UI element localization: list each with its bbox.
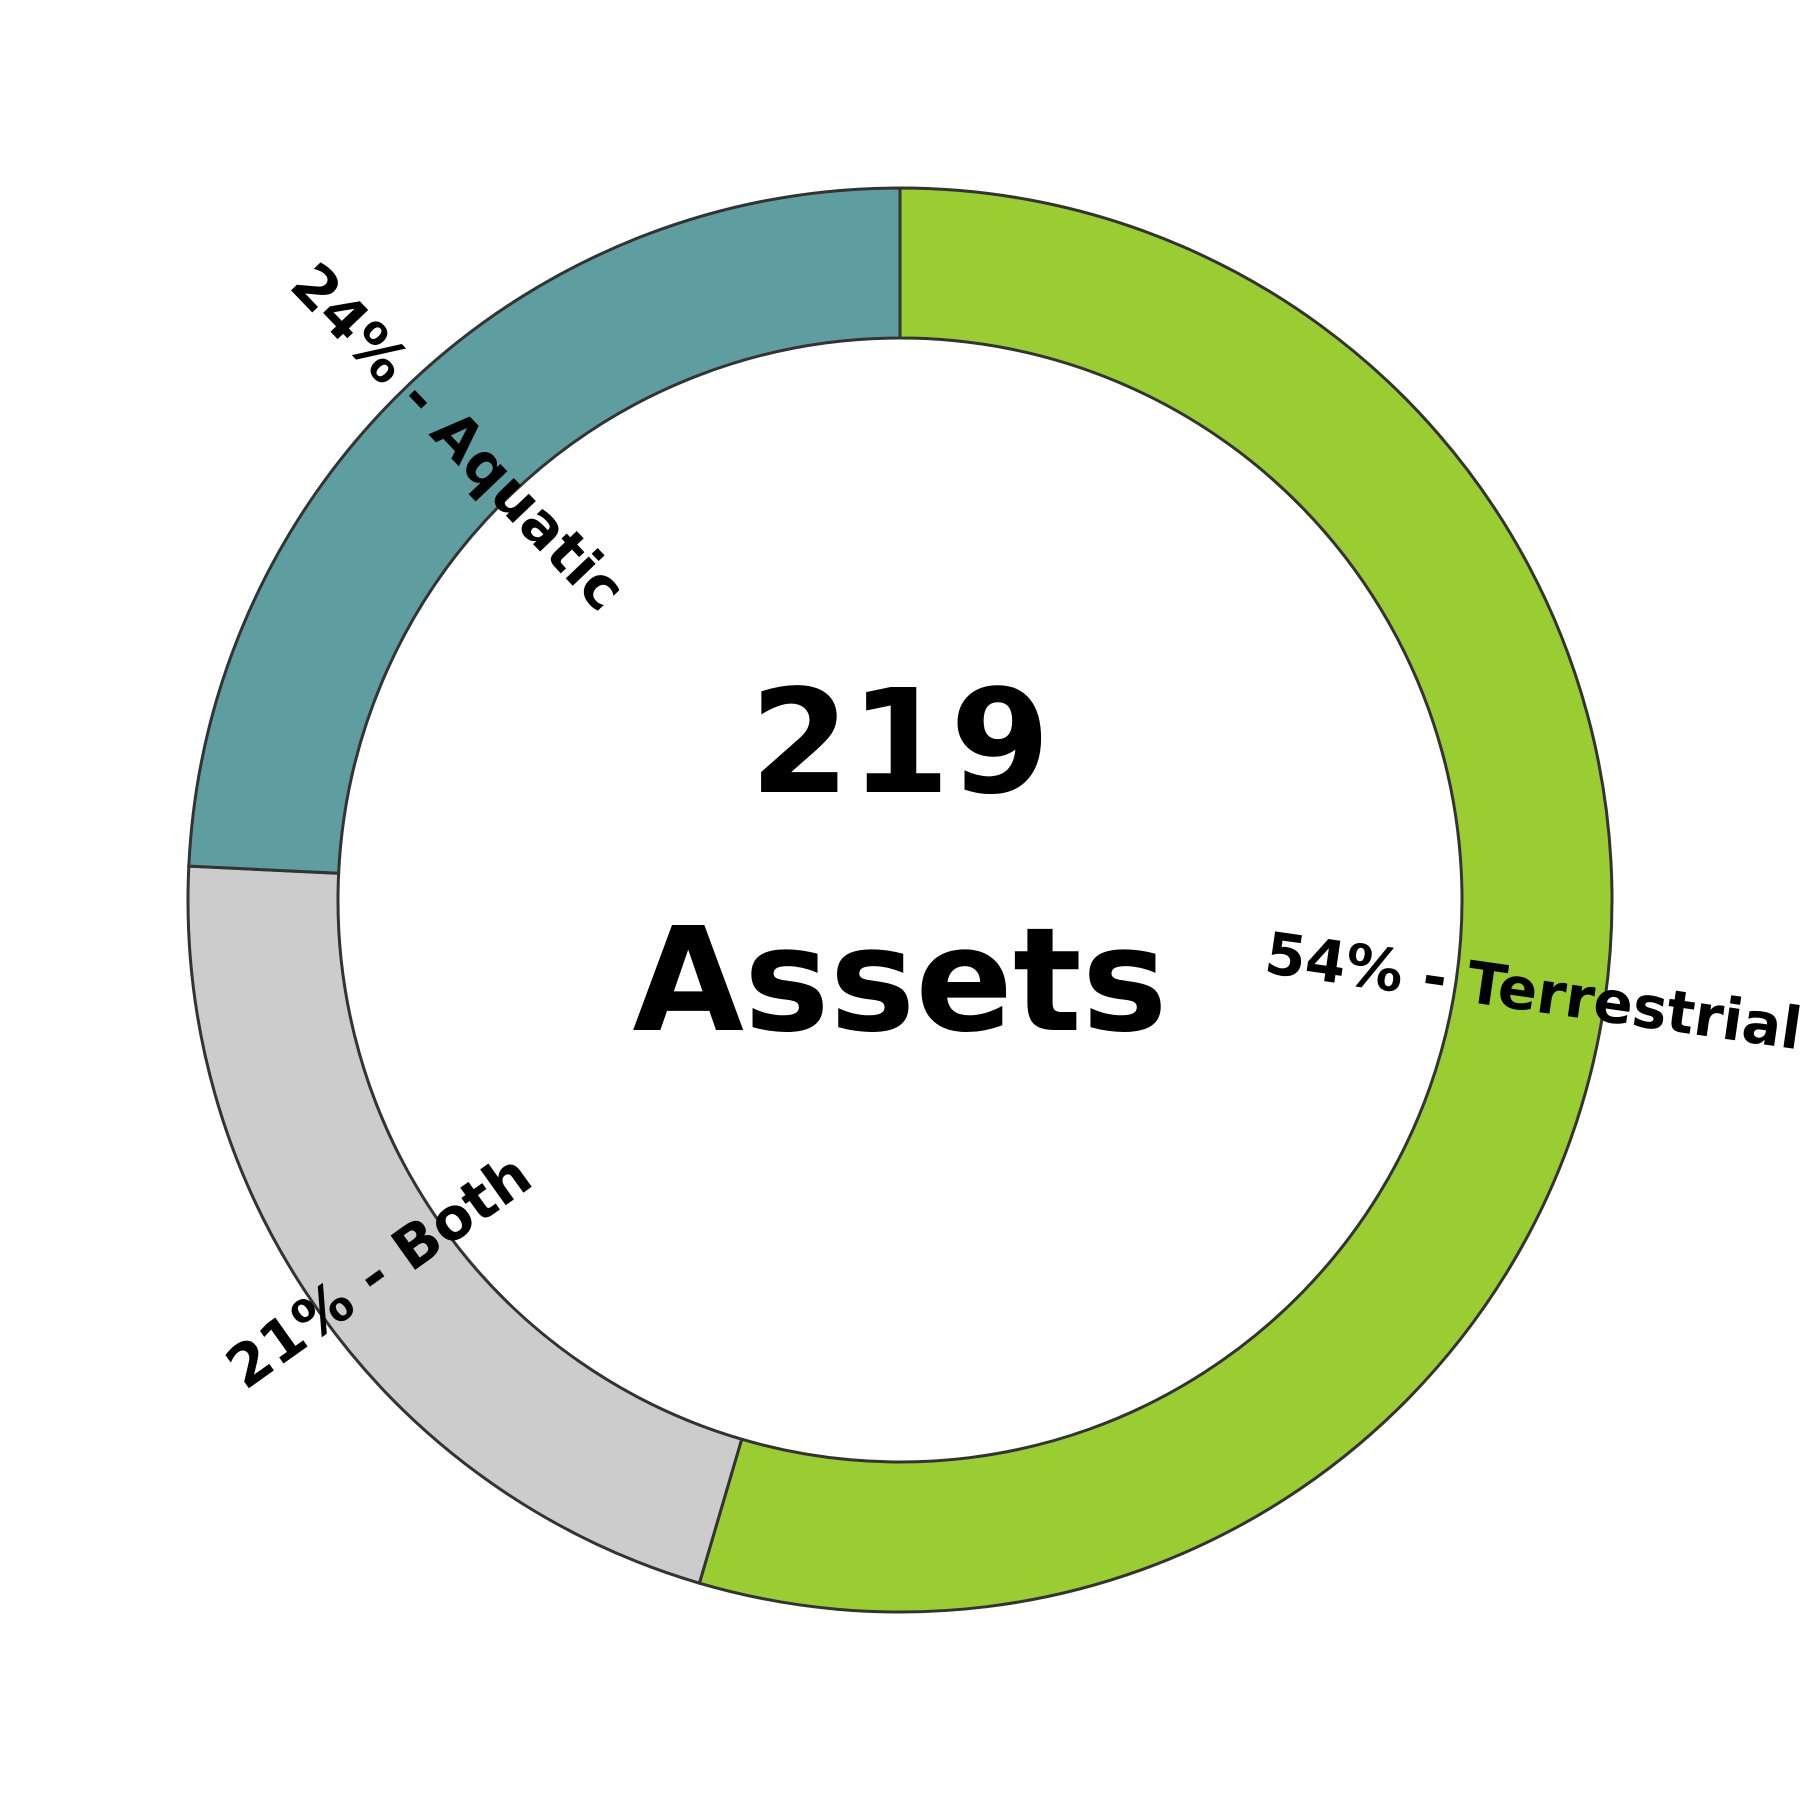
center-label: Assets <box>632 896 1167 1064</box>
center-value: 219 <box>750 658 1051 826</box>
slice-both <box>186 864 744 1586</box>
slice-aquatic <box>187 186 902 875</box>
donut-slices <box>186 186 1614 1614</box>
slice-terrestrial <box>697 186 1614 1614</box>
